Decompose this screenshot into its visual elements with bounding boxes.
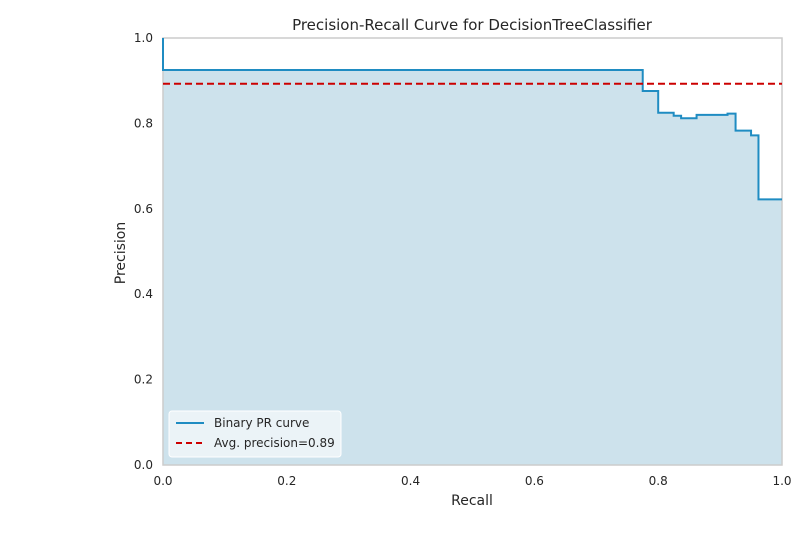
legend: Binary PR curve Avg. precision=0.89 <box>168 410 342 458</box>
pr-curve-area <box>163 38 782 465</box>
chart-title: Precision-Recall Curve for DecisionTreeC… <box>292 16 653 34</box>
plot-area: 0.0 0.2 0.4 0.6 0.8 1.0 0.0 0.2 0.4 0.6 0.8 1.0 <box>134 31 792 488</box>
y-tick-label: 0.4 <box>134 287 153 301</box>
y-tick-label: 0.8 <box>134 116 153 130</box>
plot-frame <box>162 37 783 466</box>
legend-label-avg-precision: Avg. precision=0.89 <box>214 436 335 450</box>
y-tick-label: 0.0 <box>134 458 153 472</box>
y-tick-label: 0.6 <box>134 202 153 216</box>
x-tick-label: 0.6 <box>525 474 544 488</box>
legend-label-pr-curve: Binary PR curve <box>214 416 309 430</box>
x-tick-label: 0.8 <box>649 474 668 488</box>
y-axis-label: Precision <box>113 222 129 284</box>
y-tick-label: 0.2 <box>134 373 153 387</box>
legend-box <box>168 410 342 458</box>
x-tick-label: 0.0 <box>153 474 172 488</box>
x-tick-label: 0.4 <box>401 474 420 488</box>
pr-curve-line <box>162 38 782 201</box>
x-tick-label: 0.2 <box>277 474 296 488</box>
x-tick-label: 1.0 <box>772 474 791 488</box>
y-tick-label: 1.0 <box>134 31 153 45</box>
x-axis-label: Recall <box>451 493 493 509</box>
